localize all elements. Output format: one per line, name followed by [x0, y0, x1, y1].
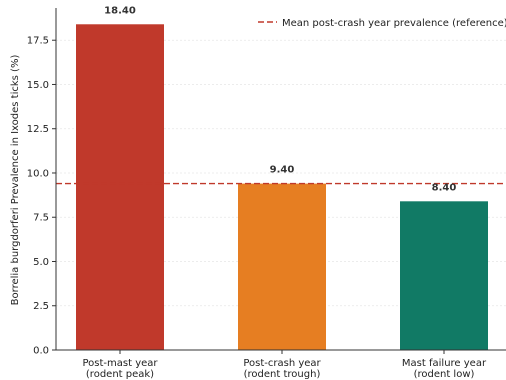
y-axis-title: Borrelia burgdorferi Prevalence in Ixode…: [10, 55, 21, 306]
y-tick-label: 5.0: [33, 257, 49, 268]
x-tick-label: Post-crash year: [243, 358, 321, 369]
y-tick-label: 10.0: [27, 168, 49, 179]
bar-value-label: 9.40: [270, 165, 295, 176]
axes: [52, 8, 506, 354]
x-tick-label: Post-mast year: [82, 358, 158, 369]
y-tick-label: 12.5: [27, 124, 49, 135]
bar: [76, 24, 164, 351]
labels: 0.0 2.5 5.0 7.5 10.0 12.5 15.0 17.5 18.40 Post-ma…: [27, 5, 487, 380]
x-tick-label: Mast failure year: [402, 358, 487, 369]
bar-value-label: 18.40: [104, 5, 136, 16]
x-tick-label: (rodent peak): [86, 369, 154, 380]
legend: Mean post-crash year prevalence (referen…: [258, 18, 506, 29]
y-tick-label: 2.5: [33, 301, 49, 312]
bars: [76, 24, 488, 351]
y-tick-label: 0.0: [33, 346, 49, 357]
bar: [400, 201, 488, 350]
bar: [238, 183, 326, 350]
y-tick-label: 7.5: [33, 213, 49, 224]
legend-label: Mean post-crash year prevalence (referen…: [282, 18, 506, 29]
bar-value-label: 8.40: [432, 182, 457, 193]
y-tick-label: 17.5: [27, 36, 49, 47]
y-tick-label: 15.0: [27, 80, 49, 91]
x-tick-label: (rodent trough): [244, 369, 321, 380]
x-tick-label: (rodent low): [414, 369, 475, 380]
